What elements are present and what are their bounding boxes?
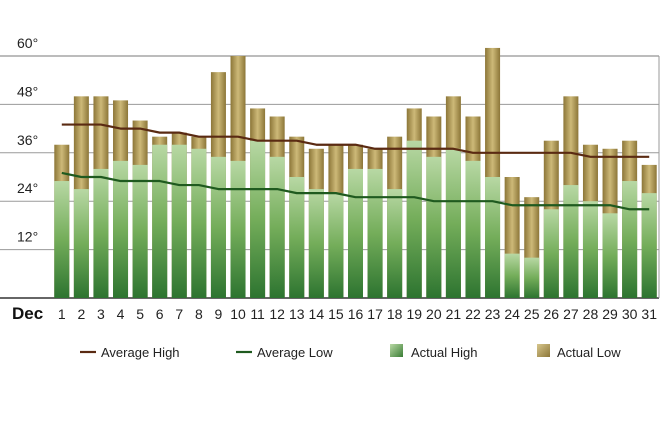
x-tick-label: 7 bbox=[175, 306, 183, 322]
x-tick-label: 19 bbox=[406, 306, 422, 322]
x-tick-label: 22 bbox=[465, 306, 481, 322]
x-tick-label: 29 bbox=[602, 306, 618, 322]
x-tick-label: 6 bbox=[156, 306, 164, 322]
x-axis-label: Dec bbox=[12, 304, 43, 323]
average-lines bbox=[61, 123, 650, 211]
actual-high-bar bbox=[269, 156, 285, 298]
x-tick-label: 10 bbox=[230, 306, 246, 322]
actual-high-bar bbox=[54, 181, 70, 298]
x-tick-label: 4 bbox=[117, 306, 125, 322]
x-tick-label: 27 bbox=[563, 306, 579, 322]
x-tick-label: 15 bbox=[328, 306, 344, 322]
actual-high-bar bbox=[308, 189, 324, 298]
x-tick-label: 28 bbox=[583, 306, 599, 322]
x-tick-label: 18 bbox=[387, 306, 403, 322]
y-axis: 12° 24° 36° 48° 60° bbox=[17, 35, 38, 245]
legend-average-high-label: Average High bbox=[101, 345, 180, 360]
actual-high-bar bbox=[445, 148, 461, 298]
x-tick-label: 31 bbox=[641, 306, 657, 322]
legend-actual-low-label: Actual Low bbox=[557, 345, 621, 360]
actual-high-bar bbox=[582, 201, 598, 298]
actual-high-bar bbox=[73, 189, 89, 298]
legend-average-low-label: Average Low bbox=[257, 345, 333, 360]
actual-high-bar bbox=[250, 140, 266, 298]
actual-high-bar bbox=[348, 168, 363, 298]
x-axis: Dec 1 2 3 4 5 6 7 8 9 10 11 12 13 14 15 16 17 18 19 20 21 22 2… bbox=[12, 304, 657, 323]
x-tick-label: 5 bbox=[136, 306, 144, 322]
actual-high-bar bbox=[622, 181, 638, 298]
x-tick-label: 24 bbox=[504, 306, 520, 322]
actual-high-bar bbox=[602, 213, 618, 298]
actual-high-bar bbox=[93, 168, 109, 298]
actual-high-bar bbox=[485, 177, 501, 298]
actual-high-bar bbox=[191, 148, 207, 298]
x-tick-label: 11 bbox=[250, 306, 265, 322]
actual-high-bar bbox=[524, 257, 540, 298]
x-tick-label: 26 bbox=[544, 306, 560, 322]
y-tick-label: 36° bbox=[17, 132, 38, 148]
actual-high-bar bbox=[132, 164, 148, 298]
x-tick-label: 2 bbox=[77, 306, 85, 322]
actual-high-bar bbox=[504, 253, 520, 298]
x-tick-label: 12 bbox=[269, 306, 285, 322]
legend-actual-high-label: Actual High bbox=[411, 345, 477, 360]
actual-high-bar bbox=[543, 209, 559, 298]
actual-high-bar bbox=[641, 193, 657, 298]
actual-high-bar bbox=[367, 168, 383, 298]
x-tick-label: 13 bbox=[289, 306, 305, 322]
x-tick-label: 14 bbox=[309, 306, 325, 322]
actual-high-bar bbox=[426, 156, 442, 298]
actual-high-bar bbox=[171, 144, 187, 298]
y-tick-label: 12° bbox=[17, 229, 38, 245]
x-tick-label: 17 bbox=[367, 306, 383, 322]
legend-actual-low-swatch bbox=[537, 344, 550, 357]
x-tick-label: 3 bbox=[97, 306, 105, 322]
x-tick-label: 21 bbox=[446, 306, 462, 322]
actual-high-bar bbox=[387, 189, 403, 298]
y-tick-label: 24° bbox=[17, 180, 38, 196]
x-tick-label: 30 bbox=[622, 306, 638, 322]
x-tick-label: 1 bbox=[58, 306, 66, 322]
y-tick-label: 48° bbox=[17, 83, 38, 99]
actual-high-bars bbox=[54, 140, 657, 298]
legend: Average High Average Low Actual High Act… bbox=[80, 344, 621, 360]
actual-high-bar bbox=[328, 193, 344, 298]
x-tick-label: 23 bbox=[485, 306, 501, 322]
legend-actual-high-swatch bbox=[390, 344, 403, 357]
actual-high-bar bbox=[563, 185, 579, 298]
x-tick-label: 25 bbox=[524, 306, 540, 322]
actual-high-bar bbox=[465, 160, 481, 298]
x-tick-label: 16 bbox=[348, 306, 364, 322]
x-tick-label: 20 bbox=[426, 306, 442, 322]
x-tick-label: 9 bbox=[215, 306, 223, 322]
y-tick-label: 60° bbox=[17, 35, 38, 51]
average-low-line bbox=[61, 171, 650, 211]
actual-high-bar bbox=[289, 177, 305, 298]
actual-high-bar bbox=[113, 160, 129, 298]
actual-high-bar bbox=[230, 160, 246, 298]
average-high-line bbox=[61, 123, 650, 158]
actual-high-bar bbox=[152, 144, 168, 298]
x-tick-label: 8 bbox=[195, 306, 203, 322]
actual-high-bar bbox=[210, 156, 226, 298]
actual-high-bar bbox=[406, 140, 422, 298]
